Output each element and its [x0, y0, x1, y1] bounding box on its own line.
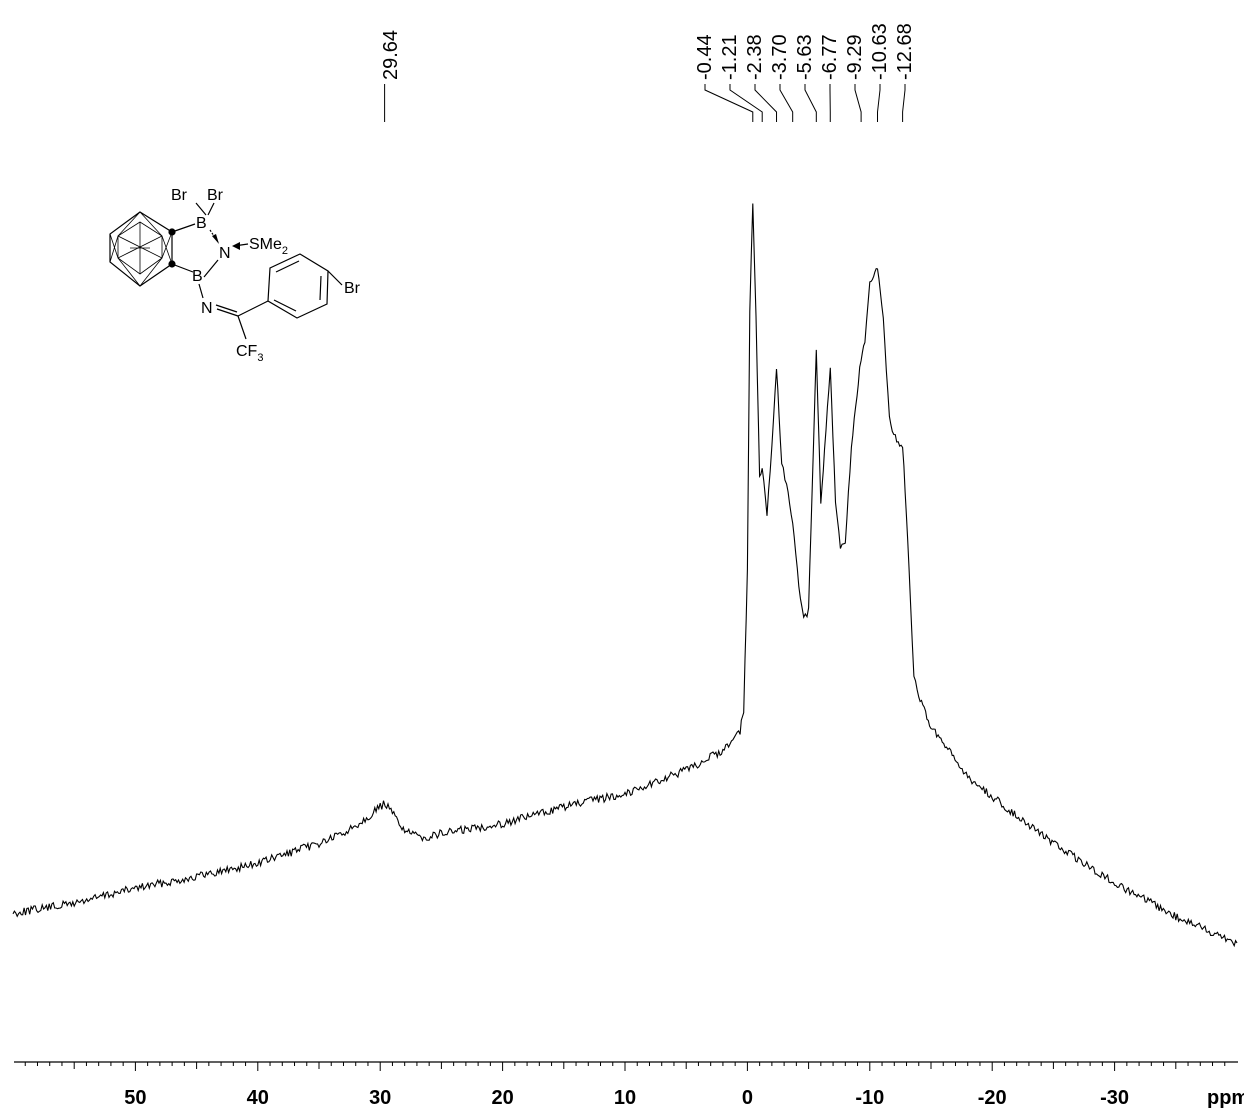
peak-label: -9.29	[844, 34, 866, 80]
x-tick-label: 50	[124, 1087, 146, 1109]
peak-leader-lines	[384, 84, 906, 122]
x-tick-label: -20	[978, 1087, 1007, 1109]
x-tick-label: 10	[614, 1087, 636, 1109]
peak-leader-line	[779, 84, 794, 122]
x-tick-label: 20	[491, 1087, 513, 1109]
atom-n-2: N	[201, 300, 213, 317]
peak-leader-line	[804, 84, 817, 122]
atom-br-2: Br	[207, 187, 224, 204]
x-tick-label: 40	[247, 1087, 269, 1109]
peak-label: -1.21	[719, 34, 741, 80]
peak-labels: 29.64 -0.44 -1.21 -2.38 -3.70 -5.63 -6.77 -9.29…	[380, 23, 916, 80]
x-tick-label: 0	[742, 1087, 753, 1109]
peak-label: -10.63	[869, 23, 891, 80]
peak-leader-line	[704, 84, 754, 122]
atom-cf3: CF3	[236, 343, 263, 364]
x-axis-ticks	[24, 1062, 1226, 1071]
molecule-structure: Br Br B B N SMe2 N Br CF3	[109, 187, 361, 364]
peak-leader-line	[754, 84, 778, 122]
peak-label: -2.38	[744, 34, 766, 80]
peak-leader-line	[729, 84, 763, 122]
atom-b-1: B	[196, 215, 207, 232]
peak-label: -12.68	[894, 23, 916, 80]
atom-sme2: SMe2	[249, 236, 288, 257]
atom-br-3: Br	[344, 280, 361, 297]
peak-label: -0.44	[694, 34, 716, 80]
x-axis-tick-labels: 50 40 30 20 10 0 -10 -20 -30	[124, 1087, 1129, 1109]
spectrum-trace	[12, 203, 1238, 948]
peak-label: -6.77	[819, 34, 841, 80]
atom-b-2: B	[192, 268, 203, 285]
peak-label: 29.64	[380, 30, 402, 80]
atom-n-1: N	[219, 245, 231, 262]
x-tick-label: -30	[1100, 1087, 1129, 1109]
x-tick-label: 30	[369, 1087, 391, 1109]
carborane-cage	[109, 211, 176, 287]
peak-label: -5.63	[794, 34, 816, 80]
x-tick-label: -10	[855, 1087, 884, 1109]
peak-leader-line	[902, 84, 906, 122]
x-axis: 50 40 30 20 10 0 -10 -20 -30 ppm	[14, 1061, 1244, 1109]
peak-leader-line	[877, 84, 881, 122]
atom-br-1: Br	[171, 187, 188, 204]
x-axis-label: ppm	[1207, 1087, 1244, 1109]
peak-label: -3.70	[769, 34, 791, 80]
peak-leader-line	[854, 84, 862, 122]
